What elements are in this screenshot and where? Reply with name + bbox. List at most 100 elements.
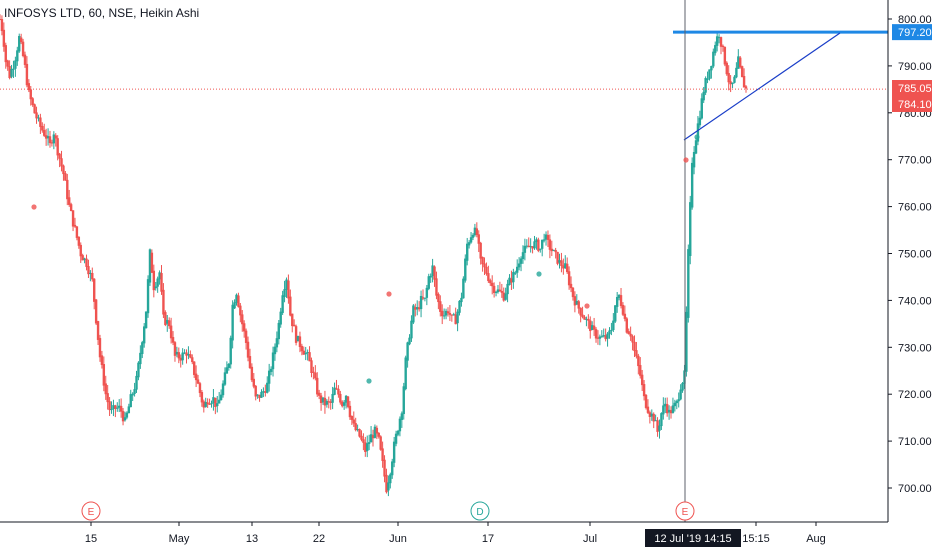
candle-body [283, 289, 286, 298]
candle-body [687, 249, 690, 318]
candle-body [289, 296, 292, 316]
earnings-event-icon[interactable] [675, 501, 695, 521]
candle-body [375, 427, 379, 434]
candle-body [364, 442, 367, 452]
candle-body [533, 241, 536, 249]
candle-body [39, 117, 42, 127]
drawing-layer [0, 0, 888, 522]
candle-body [337, 388, 340, 395]
candle-body [398, 418, 402, 432]
candle-body [731, 82, 734, 85]
x-tick-label: 15:15 [742, 533, 770, 545]
candle-body [8, 66, 11, 79]
candle-body [48, 136, 52, 144]
candle-body [694, 140, 698, 154]
candle-body [93, 278, 96, 302]
candle-body [744, 86, 748, 89]
candle-body [298, 336, 302, 347]
candle-body [689, 202, 692, 256]
chart-marker-dot [584, 303, 590, 309]
y-tick-label: 750.00 [898, 249, 932, 261]
earnings-event-icon[interactable] [81, 501, 101, 521]
candle-body [617, 294, 621, 299]
event-label: D [476, 507, 483, 518]
candle-body [294, 326, 298, 343]
candle-body [662, 405, 665, 415]
candle-body [104, 383, 107, 395]
candle-body [494, 292, 498, 294]
dividend-event-icon[interactable] [470, 501, 490, 521]
candle-body [292, 324, 296, 327]
candle-body [667, 409, 671, 413]
price-tag-dark [892, 96, 932, 112]
candle-body [602, 335, 605, 337]
candle-body [31, 98, 34, 105]
candle-body [10, 69, 13, 77]
candle-body [660, 413, 663, 427]
candle-body [635, 350, 638, 357]
candle-body [377, 432, 380, 437]
candle-body [554, 249, 557, 253]
trend-line[interactable] [683, 32, 841, 141]
candle-body [131, 393, 134, 396]
candle-body [564, 263, 567, 269]
candle-body [354, 423, 357, 431]
candle-body [539, 248, 542, 250]
candle-series [0, 14, 748, 497]
candle-body [158, 272, 161, 280]
candle-body [725, 62, 728, 75]
event-label: E [682, 507, 689, 518]
candle-body [179, 357, 182, 361]
candle-body [658, 425, 661, 431]
candle-body [341, 401, 344, 407]
candle-body [414, 307, 417, 310]
candle-body [237, 295, 240, 307]
candle-body [487, 273, 490, 282]
candle-body [227, 363, 230, 368]
candle-body [342, 402, 346, 406]
candle-body [208, 403, 211, 405]
candle-body [496, 289, 500, 293]
candle-body [258, 394, 261, 398]
candle-body [356, 429, 359, 431]
candle-body [41, 125, 44, 131]
candle-body [200, 392, 204, 403]
candle-body [16, 50, 19, 62]
candle-body [631, 336, 634, 343]
candle-body [735, 67, 738, 78]
candle-body [614, 305, 617, 322]
candle-body [573, 296, 577, 306]
candle-body [25, 63, 29, 86]
candle-body [162, 289, 165, 315]
candle-body [583, 316, 586, 320]
price-tag-label: 784.10 [898, 99, 932, 111]
candle-body [604, 335, 607, 340]
candle-body [698, 117, 702, 126]
candle-body [519, 258, 523, 264]
candle-body [248, 356, 252, 369]
candle-body [362, 439, 365, 443]
candle-body [2, 29, 6, 47]
candle-body [727, 73, 730, 83]
candle-body [331, 393, 334, 403]
candle-body [169, 325, 173, 339]
candle-body [506, 283, 509, 295]
candle-body [210, 403, 213, 405]
candle-body [127, 406, 131, 414]
candle-body [475, 228, 479, 235]
chart-marker-dot [683, 157, 689, 163]
candle-body [389, 474, 392, 484]
candle-body [316, 377, 319, 395]
candle-body [118, 405, 121, 408]
candle-body [81, 255, 84, 261]
x-tick-label: 15 [85, 533, 97, 545]
candle-body [185, 352, 188, 356]
candle-body [164, 312, 167, 325]
candle-body [600, 336, 603, 338]
price-tag-last [892, 80, 932, 96]
candle-body [277, 322, 280, 340]
candle-body [517, 263, 521, 268]
candle-body [417, 307, 421, 310]
candle-body [366, 443, 369, 452]
